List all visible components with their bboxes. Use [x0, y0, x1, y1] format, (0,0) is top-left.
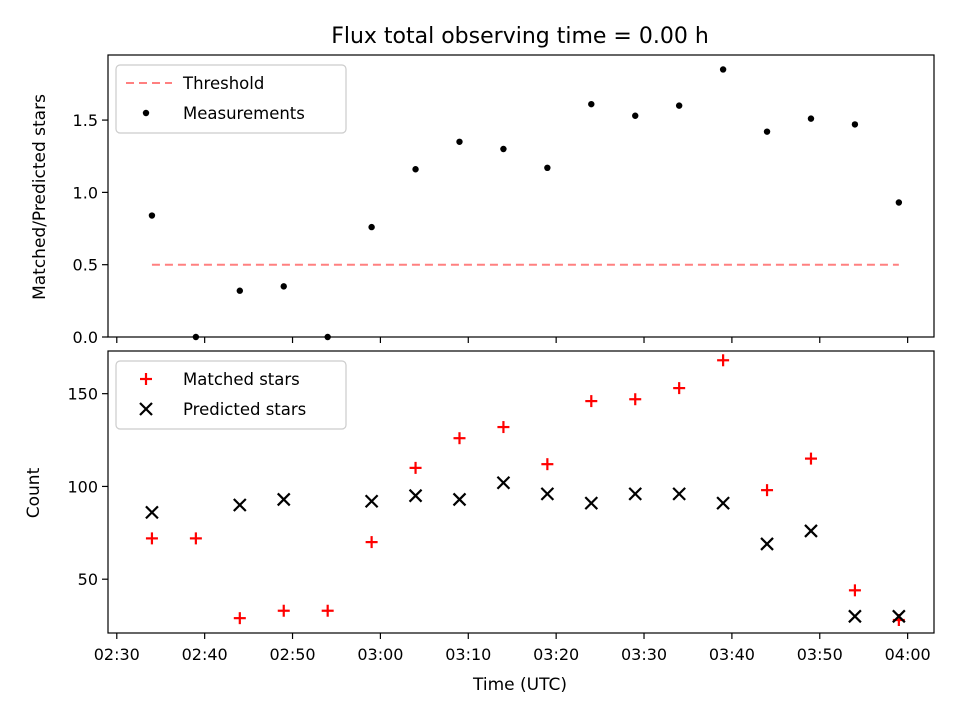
top-legend: Threshold Measurements	[115, 64, 347, 134]
x-tick-label: 03:40	[709, 645, 755, 664]
x-tick-label: 03:50	[797, 645, 843, 664]
x-tick-label: 03:20	[533, 645, 579, 664]
predicted-stars-point	[408, 488, 423, 503]
bottom-y-axis-label: Count	[24, 467, 44, 518]
measurements-point	[588, 100, 595, 108]
measurements-point	[500, 145, 507, 153]
measurements-point	[763, 128, 771, 135]
matched-stars-point	[189, 532, 202, 545]
predicted-stars-point	[892, 609, 906, 624]
predicted-stars-point	[804, 524, 818, 538]
bottom-legend: Matched stars Predicted stars	[115, 360, 347, 430]
measurements-point	[632, 112, 639, 119]
matched-stars-point	[321, 604, 334, 617]
top-y-tick-label: 1.0	[73, 183, 98, 202]
bottom-plot: 50 100 150 02:30 02:40 02:50 03:00 03:10 03:20 03…	[67, 350, 935, 664]
measurements-point	[192, 333, 200, 341]
x-tick-label: 03:10	[445, 645, 491, 664]
predicted-stars-point	[276, 492, 291, 507]
predicted-stars-point	[364, 494, 379, 509]
matched-stars-point	[629, 393, 642, 406]
measurements-point	[280, 283, 287, 290]
matched-stars-point	[673, 382, 686, 395]
legend-predicted-stars-handle	[139, 402, 153, 416]
matched-stars-point	[761, 484, 774, 497]
top-y-tick-label: 0.0	[73, 328, 98, 347]
matched-stars-point	[585, 395, 598, 408]
measurements-point	[895, 199, 903, 206]
matched-stars-point	[233, 612, 246, 625]
x-tick-label: 02:50	[269, 645, 315, 664]
predicted-stars-point	[848, 609, 862, 624]
top-plot: 0.0 0.5 1.0 1.5 Threshold Measurements	[73, 54, 935, 347]
matched-stars-point	[804, 452, 817, 465]
x-tick-label: 02:30	[94, 645, 140, 664]
matched-stars-point	[409, 461, 422, 474]
predicted-stars-point	[540, 487, 555, 501]
predicted-stars-point	[145, 505, 159, 520]
top-y-tick-label: 1.5	[73, 111, 98, 130]
measurements-point	[807, 115, 815, 122]
matched-stars-point	[453, 432, 466, 445]
legend-label: Threshold	[182, 74, 264, 93]
bottom-y-tick-label: 150	[67, 385, 98, 404]
x-tick-label: 04:00	[885, 645, 931, 664]
measurements-point	[368, 223, 375, 231]
legend-label: Measurements	[183, 104, 305, 123]
matched-stars-point	[365, 536, 378, 549]
predicted-stars-point	[496, 475, 511, 490]
matched-stars-point	[848, 584, 861, 597]
x-tick-label: 03:30	[621, 645, 667, 664]
predicted-stars-point	[584, 496, 599, 510]
measurements-point	[719, 66, 727, 73]
matched-stars-point	[277, 604, 290, 617]
measurements-point	[456, 138, 463, 145]
top-y-axis-label: Matched/Predicted stars	[30, 94, 50, 300]
x-tick-label: 02:40	[182, 645, 228, 664]
predicted-stars-point	[452, 492, 467, 507]
measurements-point	[544, 164, 551, 171]
measurements-point	[148, 212, 156, 219]
predicted-stars-point	[760, 537, 774, 551]
legend-label: Matched stars	[183, 370, 300, 389]
bottom-y-tick-label: 100	[67, 477, 98, 496]
legend-label: Predicted stars	[183, 400, 306, 419]
legend-matched-stars-handle	[140, 373, 152, 385]
matched-stars-point	[717, 354, 730, 367]
x-tick-label: 03:00	[357, 645, 403, 664]
measurements-point	[851, 121, 859, 128]
matched-stars-point	[145, 532, 158, 545]
predicted-stars-point	[672, 487, 686, 501]
measurements-point	[675, 102, 683, 109]
predicted-stars-point	[628, 487, 643, 501]
predicted-stars-point	[233, 498, 247, 512]
bottom-y-tick-label: 50	[78, 570, 98, 589]
measurements-point	[412, 166, 419, 173]
x-axis-label: Time (UTC)	[472, 675, 567, 695]
predicted-stars-point	[716, 496, 730, 510]
top-y-tick-label: 0.5	[73, 256, 98, 275]
legend-measurements-handle	[142, 109, 150, 117]
measurements-point	[324, 333, 331, 341]
chart-title: Flux total observing time = 0.00 h	[331, 24, 709, 49]
matched-stars-point	[541, 458, 554, 471]
matched-stars-point	[497, 421, 510, 434]
measurements-point	[236, 287, 244, 294]
